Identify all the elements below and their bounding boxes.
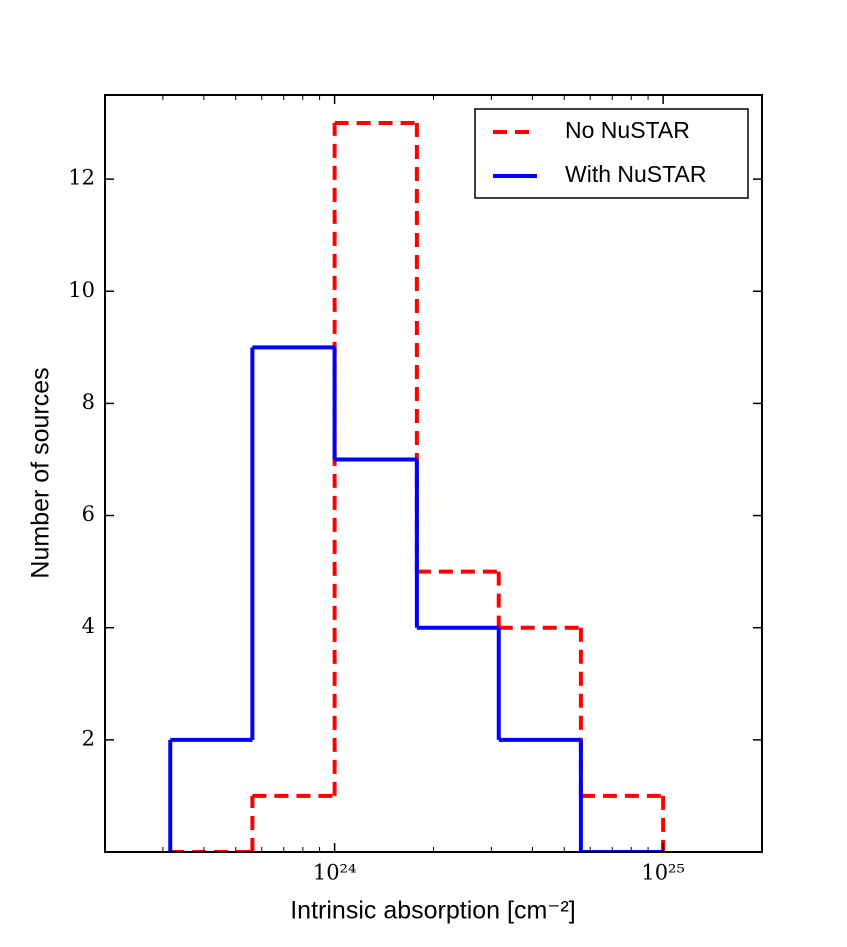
y-tick-label: 12 (68, 166, 95, 190)
x-axis-label: Intrinsic absorption [cm⁻²] (290, 897, 576, 925)
y-axis-label: Number of sources (27, 367, 55, 578)
y-tick-label: 8 (82, 390, 95, 414)
y-tick-label: 4 (82, 614, 95, 638)
y-tick-label: 10 (68, 278, 95, 302)
y-tick-label: 2 (82, 726, 95, 750)
legend-label: No NuSTAR (565, 117, 690, 143)
legend-label: With NuSTAR (565, 161, 706, 187)
x-tick-label: 10²⁴ (313, 861, 357, 885)
y-tick-label: 6 (82, 502, 95, 526)
legend-box (474, 108, 749, 199)
x-tick-label: 10²⁵ (641, 861, 685, 885)
plot-area (168, 121, 666, 852)
